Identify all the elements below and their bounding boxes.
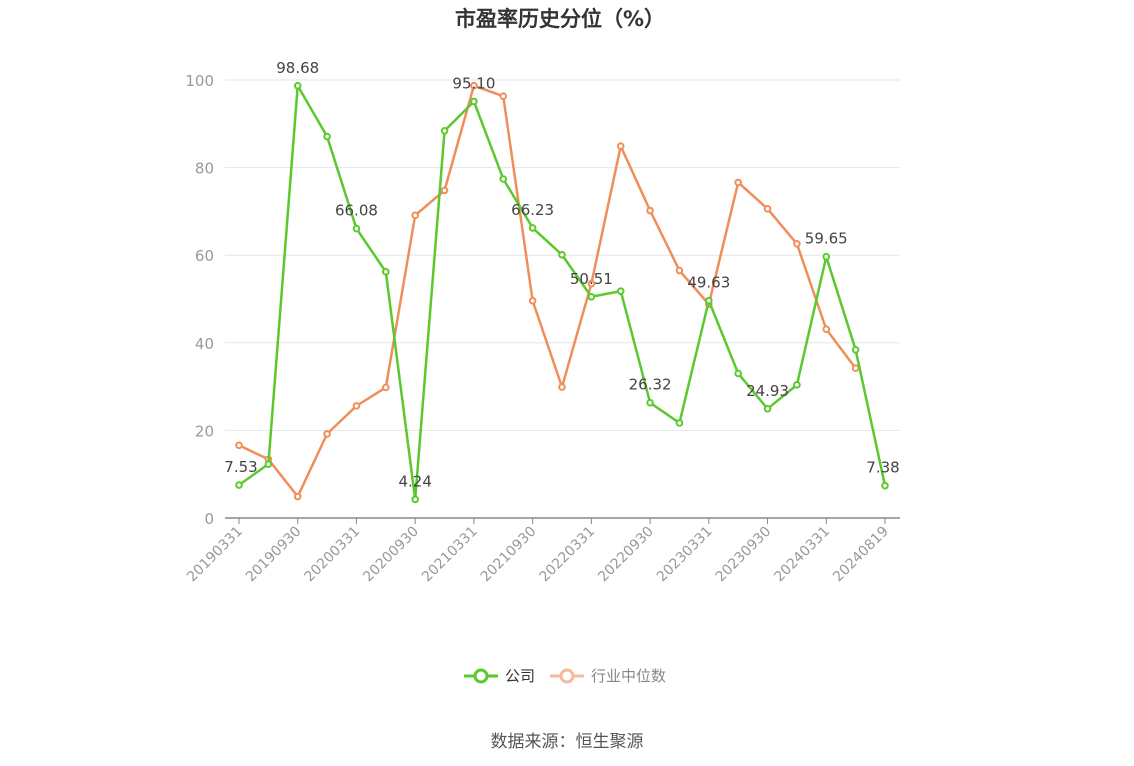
x-tick-label-20220331: 20220331 — [536, 524, 598, 586]
point-industry-median-20200331 — [352, 402, 361, 410]
data-label-20220331: 50.51 — [570, 270, 613, 288]
y-tick-label-40: 40 — [195, 335, 214, 353]
point-industry-median-20220331 — [587, 279, 596, 288]
y-axis: 0 20 40 60 80 100 — [185, 72, 214, 528]
point-industry-median-20220930 — [646, 206, 654, 215]
legend-company-label: 公司 — [505, 667, 535, 685]
x-tick-label-20190331: 20190331 — [184, 524, 246, 586]
point-company-20201231 — [440, 127, 449, 135]
data-label-20240331: 59.65 — [805, 230, 848, 248]
y-tick-label-80: 80 — [195, 160, 214, 178]
x-axis: 2019033120190930202003312020093020210331… — [184, 517, 900, 586]
point-industry-median-20210331 — [470, 81, 478, 90]
chart-title: 市盈率历史分位（%） — [455, 7, 665, 31]
x-tick-label-20240819: 20240819 — [830, 524, 892, 586]
data-label-20190930: 98.68 — [276, 59, 319, 77]
series-line-company — [238, 84, 887, 501]
point-industry-median-20190331 — [235, 441, 243, 450]
data-label-20200331: 66.08 — [335, 202, 378, 220]
legend-item-company[interactable]: 公司 — [464, 667, 535, 685]
data-label-20200930: 4.24 — [398, 472, 431, 490]
point-company-20190331 — [235, 481, 243, 489]
y-tick-label-60: 60 — [195, 247, 214, 265]
point-company-20191231 — [323, 132, 331, 141]
y-tick-label-100: 100 — [185, 72, 214, 90]
x-tick-label-20210930: 20210930 — [478, 524, 540, 586]
point-industry-median-20191231 — [323, 430, 331, 438]
data-labels: 7.53 98.68 66.08 4.24 95.10 66.23 50.51 26.32 49… — [224, 59, 899, 491]
x-tick-label-20200331: 20200331 — [302, 524, 364, 586]
x-tick-label-20210331: 20210331 — [419, 524, 481, 586]
point-company-20231231 — [793, 381, 801, 389]
data-label-20230930: 24.93 — [746, 382, 789, 400]
point-industry-median-20231231 — [793, 240, 801, 248]
point-industry-median-20221231 — [675, 266, 684, 275]
x-tick-label-20230930: 20230930 — [713, 524, 775, 586]
legend: 公司 行业中位数 — [464, 667, 666, 685]
point-industry-median-20200930 — [411, 211, 419, 220]
point-company-20220630 — [616, 287, 625, 295]
legend-industry-swatch-marker — [559, 668, 575, 684]
legend-company-swatch-marker — [473, 668, 489, 684]
legend-industry-label: 行业中位数 — [591, 667, 666, 685]
data-label-20230331: 49.63 — [687, 274, 730, 292]
x-tick-label-20230331: 20230331 — [654, 524, 716, 586]
point-industry-median-20230930 — [763, 204, 772, 213]
point-industry-median-20230630 — [734, 178, 742, 187]
point-company-20200331 — [352, 224, 361, 233]
point-company-20190930 — [293, 81, 302, 90]
x-tick-label-20200930: 20200930 — [360, 524, 422, 586]
point-company-20210930 — [528, 224, 537, 232]
point-industry-median-20240331 — [822, 325, 831, 334]
data-label-20210331: 95.10 — [452, 74, 495, 92]
point-company-20211231 — [558, 250, 566, 259]
series-layer — [235, 81, 889, 504]
point-company-20240331 — [822, 252, 831, 261]
source-note: 数据来源：恒生聚源 — [491, 732, 644, 752]
point-company-20240819 — [881, 481, 889, 490]
point-company-20220930 — [646, 398, 654, 407]
point-company-20210331 — [470, 97, 478, 106]
point-industry-median-20240630 — [851, 364, 860, 373]
point-industry-median-20201231 — [440, 186, 449, 195]
point-company-20200930 — [411, 495, 419, 504]
x-tick-label-20190930: 20190930 — [243, 524, 305, 586]
series-line-industry-median — [238, 84, 857, 498]
point-industry-median-20210630 — [499, 92, 508, 101]
point-company-20230930 — [763, 405, 772, 413]
point-company-20230331 — [705, 296, 713, 305]
data-label-20190331: 7.53 — [224, 458, 257, 476]
x-tick-label-20220930: 20220930 — [595, 524, 657, 586]
point-industry-median-20200630 — [382, 383, 390, 392]
data-label-20220930: 26.32 — [629, 376, 672, 394]
point-company-20220331 — [587, 292, 596, 301]
point-company-20240630 — [851, 346, 860, 354]
x-tick-label-20240331: 20240331 — [771, 524, 833, 586]
data-label-20210930: 66.23 — [511, 201, 554, 219]
legend-item-industry-median[interactable]: 行业中位数 — [550, 667, 666, 685]
point-company-20230630 — [734, 369, 742, 378]
y-tick-label-20: 20 — [195, 422, 214, 440]
point-industry-median-20211231 — [558, 383, 566, 391]
point-industry-median-20210930 — [528, 296, 537, 305]
point-industry-median-20220630 — [616, 142, 625, 150]
point-company-20190630 — [264, 460, 273, 468]
point-company-20210630 — [499, 175, 508, 183]
point-company-20200630 — [382, 268, 390, 276]
data-label-20240819: 7.38 — [866, 459, 899, 477]
point-industry-median-20190930 — [293, 492, 302, 501]
point-company-20221231 — [675, 419, 684, 427]
y-tick-label-0: 0 — [204, 510, 214, 528]
